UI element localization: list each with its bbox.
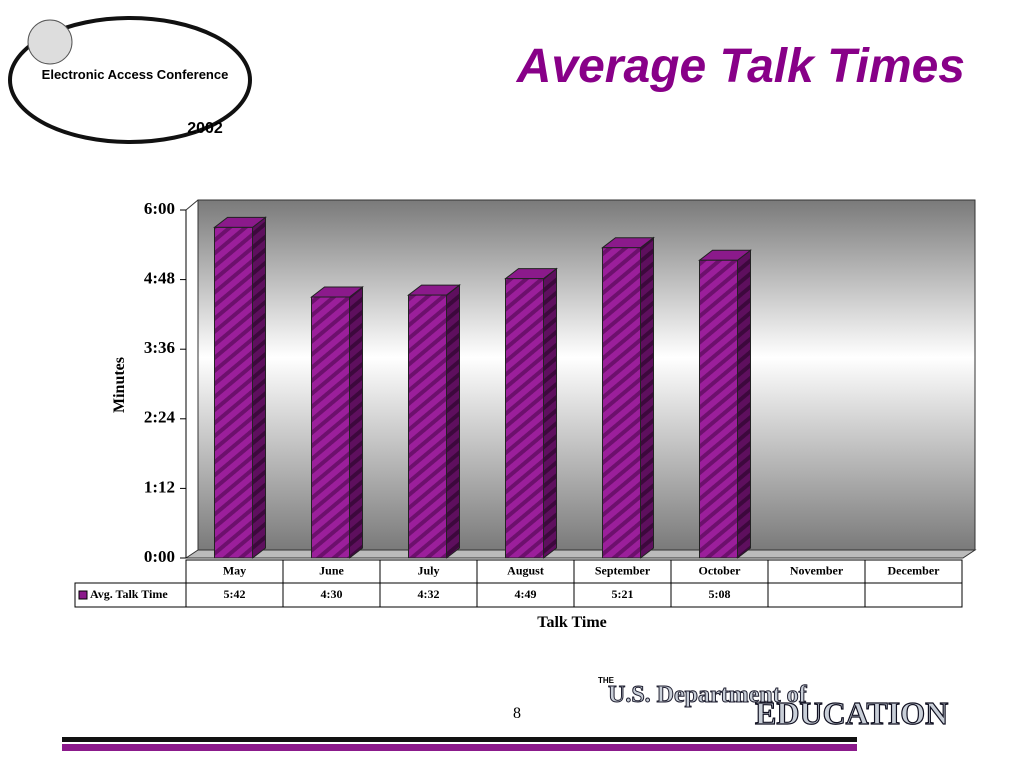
- bar: [311, 296, 350, 559]
- data-label: 5:42: [224, 587, 246, 601]
- bar-side: [640, 236, 654, 560]
- logo-name: Electronic Access Conference: [42, 67, 229, 82]
- bar-side: [252, 216, 266, 560]
- x-tick-label: October: [699, 563, 742, 577]
- slide-title: Average Talk Times: [516, 40, 965, 93]
- x-tick-label: May: [223, 563, 246, 577]
- page-number: 8: [513, 705, 521, 722]
- y-axis-title: Minutes: [111, 357, 128, 413]
- x-tick-label: December: [888, 563, 941, 577]
- logo-band: [30, 66, 240, 88]
- y-tick-label: 3:36: [144, 338, 175, 357]
- y-tick-label: 1:12: [144, 477, 175, 496]
- footer-rule: [62, 737, 857, 742]
- data-label: 5:21: [612, 587, 634, 601]
- footer-rule-purple: [62, 744, 857, 751]
- x-tick-label: June: [319, 563, 344, 577]
- y-tick-label: 0:00: [144, 547, 175, 566]
- x-tick-label: August: [507, 563, 544, 577]
- bar: [602, 247, 641, 559]
- data-label: 5:08: [709, 587, 731, 601]
- logo: Electronic Access Conference 2002: [8, 16, 252, 144]
- data-label: 4:32: [418, 587, 440, 601]
- legend-cell: [74, 582, 187, 608]
- data-label: 4:30: [321, 587, 343, 601]
- x-tick-label: July: [417, 563, 439, 577]
- bar-side: [446, 284, 460, 560]
- x-tick-label: November: [790, 563, 844, 577]
- bar: [699, 259, 738, 559]
- logo-seal: [27, 19, 73, 65]
- x-axis-title: Talk Time: [537, 614, 607, 631]
- logo-department: U.S. Department of: [608, 682, 808, 708]
- logo-education: EDUCATION: [755, 695, 948, 731]
- bar-side: [543, 267, 557, 560]
- ed-logo: THE U.S. Department of EDUCATION: [62, 676, 949, 751]
- x-tick-label: September: [595, 563, 651, 577]
- logo-ring: [8, 16, 252, 144]
- bar: [214, 226, 253, 559]
- logo-the: THE: [598, 676, 615, 685]
- plot-floor: [184, 549, 977, 559]
- bar: [505, 278, 544, 559]
- y-tick-label: 2:24: [144, 408, 176, 427]
- wall-edge: [185, 199, 199, 211]
- legend-label: Avg. Talk Time: [90, 587, 168, 601]
- bar-side: [737, 249, 751, 560]
- y-tick-label: 6:00: [144, 199, 175, 218]
- bar: [408, 294, 447, 559]
- y-tick-label: 4:48: [144, 269, 175, 288]
- logo-year: 2002: [187, 120, 223, 137]
- data-label: 4:49: [515, 587, 537, 601]
- legend-swatch: [78, 590, 88, 600]
- bar-side: [349, 285, 363, 560]
